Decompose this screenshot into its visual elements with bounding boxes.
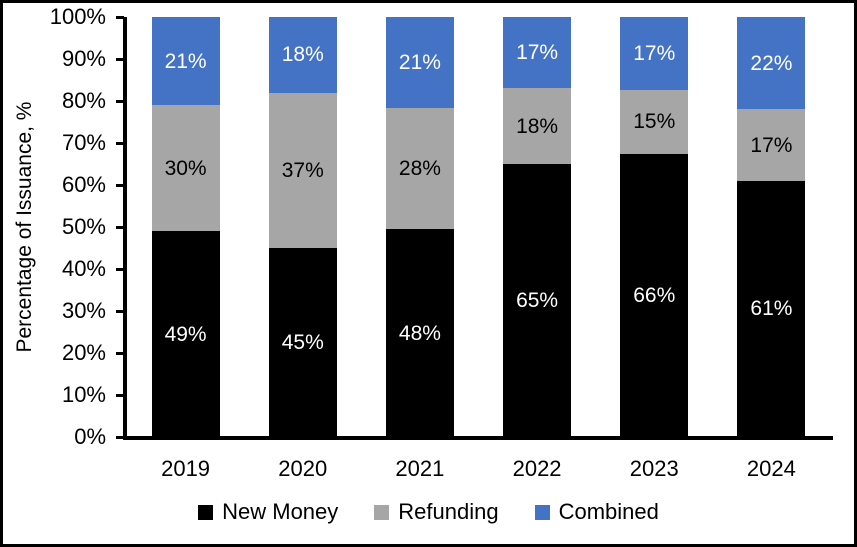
data-label: 17% <box>516 41 559 65</box>
y-tick-mark <box>116 435 124 439</box>
data-label: 21% <box>164 49 207 73</box>
bar-segment-combined-2019: 21% <box>151 17 220 106</box>
data-label: 21% <box>398 50 441 74</box>
bar-segment-new-money-2020: 45% <box>268 248 337 437</box>
legend-swatch-refunding <box>374 504 390 520</box>
bar-segment-combined-2021: 21% <box>385 17 454 108</box>
data-label: 30% <box>164 156 207 180</box>
data-label: 61% <box>750 297 793 321</box>
data-label: 17% <box>633 41 676 65</box>
data-label: 48% <box>398 321 441 345</box>
legend-swatch-combined <box>534 504 550 520</box>
bar-segment-combined-2024: 22% <box>737 17 806 110</box>
y-tick-label: 30% <box>61 298 106 323</box>
data-label: 66% <box>633 284 676 308</box>
data-label: 65% <box>516 289 559 312</box>
bar-segment-new-money-2023: 66% <box>620 154 689 437</box>
x-axis-label-2023: 2023 <box>629 456 679 481</box>
bar-segment-refunding-2024: 17% <box>737 109 806 181</box>
data-label: 18% <box>281 43 324 67</box>
y-tick-mark <box>116 57 124 61</box>
y-tick-label: 50% <box>61 214 106 239</box>
y-tick-mark <box>116 351 124 355</box>
y-tick-mark <box>116 15 124 19</box>
bar-segment-new-money-2019: 49% <box>151 231 220 437</box>
y-tick-label: 90% <box>61 46 106 71</box>
legend: New Money Refunding Combined <box>0 497 857 527</box>
bar-segment-refunding-2021: 28% <box>385 107 454 230</box>
y-axis-line <box>123 17 127 440</box>
legend-label: Combined <box>558 499 659 524</box>
y-tick-label: 20% <box>61 340 106 365</box>
data-label: 22% <box>750 51 793 75</box>
y-tick-label: 80% <box>61 88 106 113</box>
y-tick-label: 60% <box>61 172 106 197</box>
x-axis-label-2019: 2019 <box>161 456 211 481</box>
x-axis-line <box>123 436 833 440</box>
y-tick-label: 10% <box>61 382 106 407</box>
data-label: 37% <box>281 158 324 182</box>
data-label: 28% <box>398 157 441 181</box>
data-label: 17% <box>750 133 793 157</box>
bar-segment-refunding-2023: 15% <box>620 89 689 155</box>
legend-swatch-new-money <box>198 504 214 520</box>
legend-label: Refunding <box>398 499 499 524</box>
x-axis-label-2020: 2020 <box>278 456 328 481</box>
bar-segment-combined-2023: 17% <box>620 17 689 90</box>
y-tick-label: 40% <box>61 256 106 281</box>
data-label: 45% <box>281 331 324 354</box>
bar-segment-new-money-2024: 61% <box>737 180 806 437</box>
legend-item-new-money: New Money <box>198 499 338 525</box>
x-axis-label-2022: 2022 <box>512 456 562 481</box>
legend-item-combined: Combined <box>534 499 659 525</box>
bar-segment-combined-2022: 17% <box>503 17 572 89</box>
y-tick-mark <box>116 393 124 397</box>
y-tick-label: 0% <box>74 424 106 449</box>
data-label: 18% <box>516 114 559 138</box>
bar-segment-new-money-2021: 48% <box>385 229 454 437</box>
legend-item-refunding: Refunding <box>374 499 499 525</box>
y-tick-mark <box>116 99 124 103</box>
data-label: 15% <box>633 110 676 134</box>
bar-segment-new-money-2022: 65% <box>503 164 572 437</box>
y-tick-mark <box>116 225 124 229</box>
y-tick-label: 70% <box>61 130 106 155</box>
y-tick-mark <box>116 141 124 145</box>
bar-segment-refunding-2020: 37% <box>268 92 337 248</box>
bar-segment-refunding-2022: 18% <box>503 88 572 164</box>
legend-label: New Money <box>222 499 339 524</box>
data-label: 49% <box>164 322 207 346</box>
y-tick-mark <box>116 183 124 187</box>
y-tick-label: 100% <box>49 4 106 29</box>
x-axis-label-2021: 2021 <box>395 456 445 481</box>
y-tick-mark <box>116 267 124 271</box>
bar-segment-refunding-2019: 30% <box>151 105 220 232</box>
y-tick-mark <box>116 309 124 313</box>
bar-segment-combined-2020: 18% <box>268 17 337 93</box>
x-axis-label-2024: 2024 <box>746 456 796 481</box>
